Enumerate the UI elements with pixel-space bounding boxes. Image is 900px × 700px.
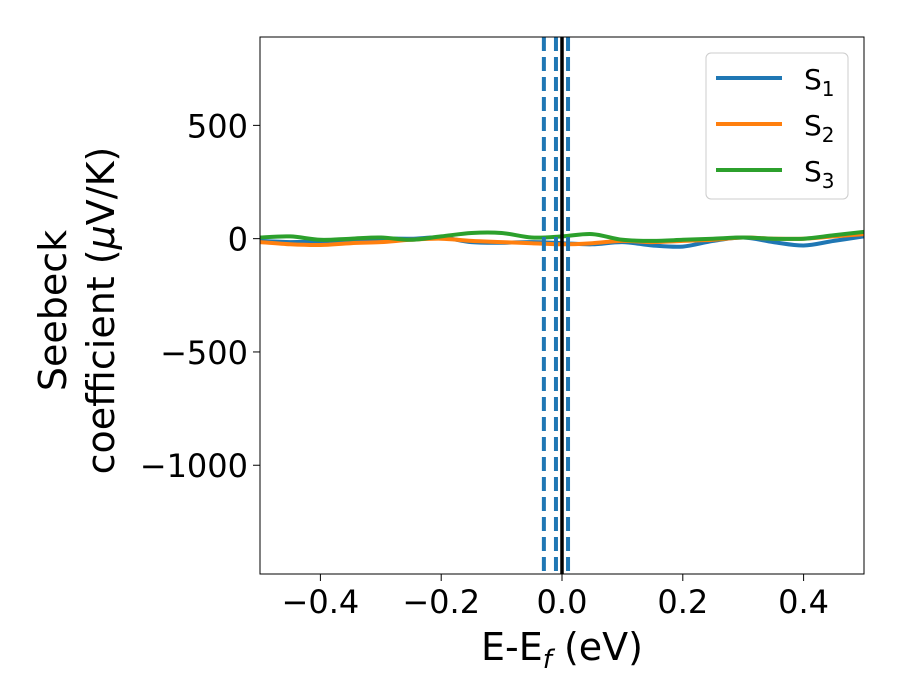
x-axis-label-tail: (eV): [552, 625, 643, 669]
y-axis-label-line1: Seebeck: [31, 230, 75, 391]
y-tick-label: −500: [160, 334, 248, 372]
x-tick-label: 0.0: [537, 583, 588, 621]
y-axis-label-mu: μ: [79, 225, 123, 250]
x-tick-label: 0.4: [778, 583, 829, 621]
y-tick-label: 500: [187, 107, 248, 145]
y-tick-label: 0: [228, 221, 248, 259]
x-tick-label: −0.2: [402, 583, 480, 621]
y-axis-label-line2-tail: V/K): [79, 147, 123, 226]
y-axis-label-line1-text: Seebeck: [31, 230, 75, 391]
x-axis-label: E-Ef (eV): [481, 625, 643, 675]
x-tick-label: 0.2: [657, 583, 708, 621]
x-axis-label-base: E-E: [481, 625, 543, 669]
seebeck-chart: −0.4 −0.2 0.0 0.2 0.4 500 0 −500 −1000 E-Ef (eV)…: [0, 0, 900, 700]
x-tick-label: −0.4: [282, 583, 360, 621]
y-axis-label-line2-text: coefficient (: [79, 249, 123, 474]
y-axis-label-line2: coefficient (μV/K): [79, 147, 123, 475]
y-tick-label: −1000: [140, 447, 248, 485]
